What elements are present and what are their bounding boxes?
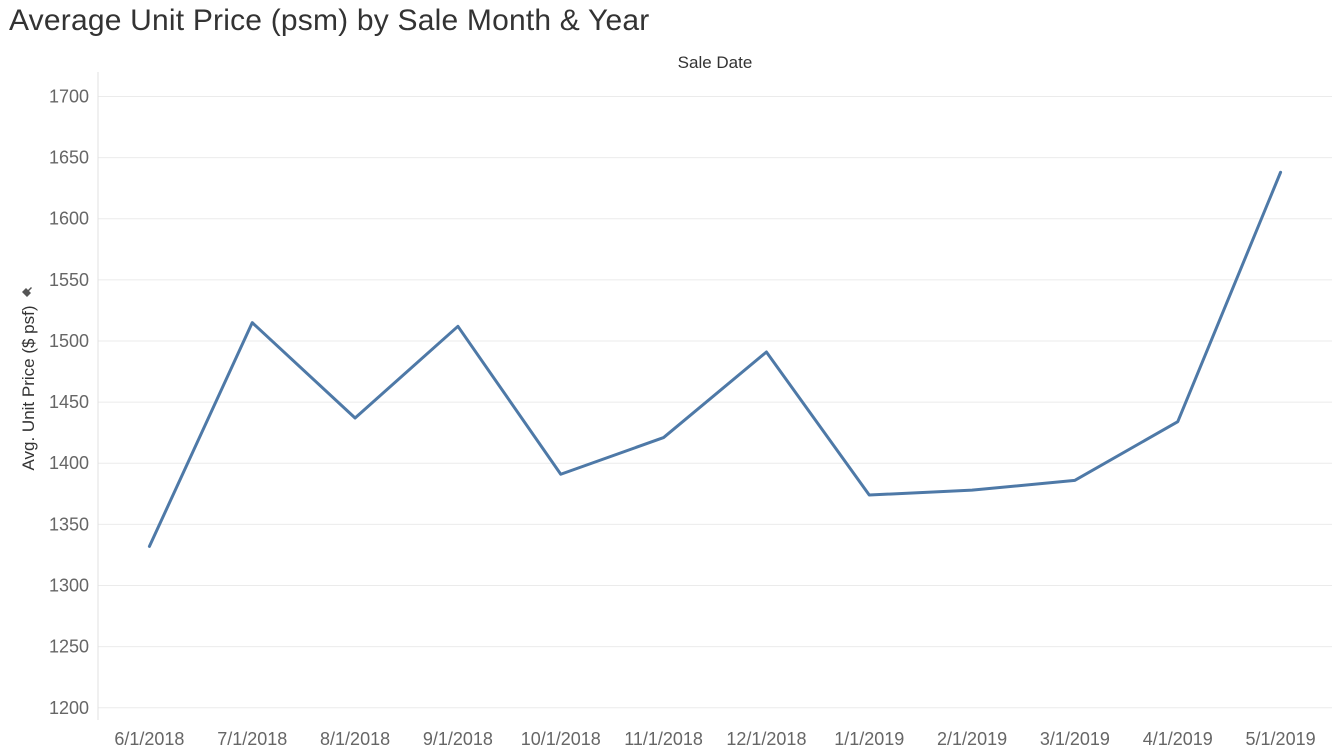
y-tick-label: 1200 — [49, 698, 89, 718]
x-tick-label: 3/1/2019 — [1040, 729, 1110, 749]
data-point[interactable] — [762, 348, 770, 356]
x-tick-label: 6/1/2018 — [114, 729, 184, 749]
series-layer — [145, 168, 1285, 550]
series-line[interactable] — [147, 170, 1283, 548]
x-axis-title: Sale Date — [678, 53, 753, 72]
x-tick-label: 8/1/2018 — [320, 729, 390, 749]
x-axis-ticks: 6/1/2018 7/1/2018 8/1/2018 9/1/2018 10/1/201… — [114, 729, 1315, 749]
data-point[interactable] — [145, 542, 153, 550]
y-tick-label: 1400 — [49, 453, 89, 473]
y-tick-label: 1700 — [49, 86, 89, 106]
x-tick-label: 7/1/2018 — [217, 729, 287, 749]
data-point[interactable] — [1277, 168, 1285, 176]
x-tick-label: 5/1/2019 — [1246, 729, 1316, 749]
y-tick-label: 1600 — [49, 209, 89, 229]
y-axis-title-group: Avg. Unit Price ($ psf) — [19, 287, 38, 471]
data-point[interactable] — [1071, 476, 1079, 484]
data-point[interactable] — [351, 414, 359, 422]
y-tick-label: 1550 — [49, 270, 89, 290]
data-point[interactable] — [968, 486, 976, 494]
x-tick-label: 9/1/2018 — [423, 729, 493, 749]
x-tick-label: 11/1/2018 — [624, 729, 703, 749]
y-axis-title[interactable]: Avg. Unit Price ($ psf) — [19, 305, 38, 470]
y-tick-label: 1500 — [49, 331, 89, 351]
y-tick-label: 1300 — [49, 576, 89, 596]
x-tick-label: 10/1/2018 — [521, 729, 601, 749]
y-tick-label: 1650 — [49, 148, 89, 168]
data-point[interactable] — [248, 319, 256, 327]
y-tick-label: 1350 — [49, 514, 89, 534]
data-point[interactable] — [865, 491, 873, 499]
data-point[interactable] — [660, 434, 668, 442]
x-tick-label: 2/1/2019 — [937, 729, 1007, 749]
y-tick-label: 1250 — [49, 637, 89, 657]
pin-icon[interactable] — [22, 287, 32, 297]
gridlines — [98, 95, 1332, 709]
x-tick-label: 4/1/2019 — [1143, 729, 1213, 749]
chart-title: Average Unit Price (psm) by Sale Month &… — [9, 4, 650, 37]
x-tick-label: 12/1/2018 — [726, 729, 806, 749]
x-tick-label: 1/1/2019 — [834, 729, 904, 749]
data-point[interactable] — [454, 322, 462, 330]
y-axis-ticks: 1200 1250 1300 1350 1400 1450 1500 1550 1600 1650… — [49, 86, 89, 717]
data-point[interactable] — [1174, 418, 1182, 426]
y-tick-label: 1450 — [49, 392, 89, 412]
data-point[interactable] — [557, 470, 565, 478]
